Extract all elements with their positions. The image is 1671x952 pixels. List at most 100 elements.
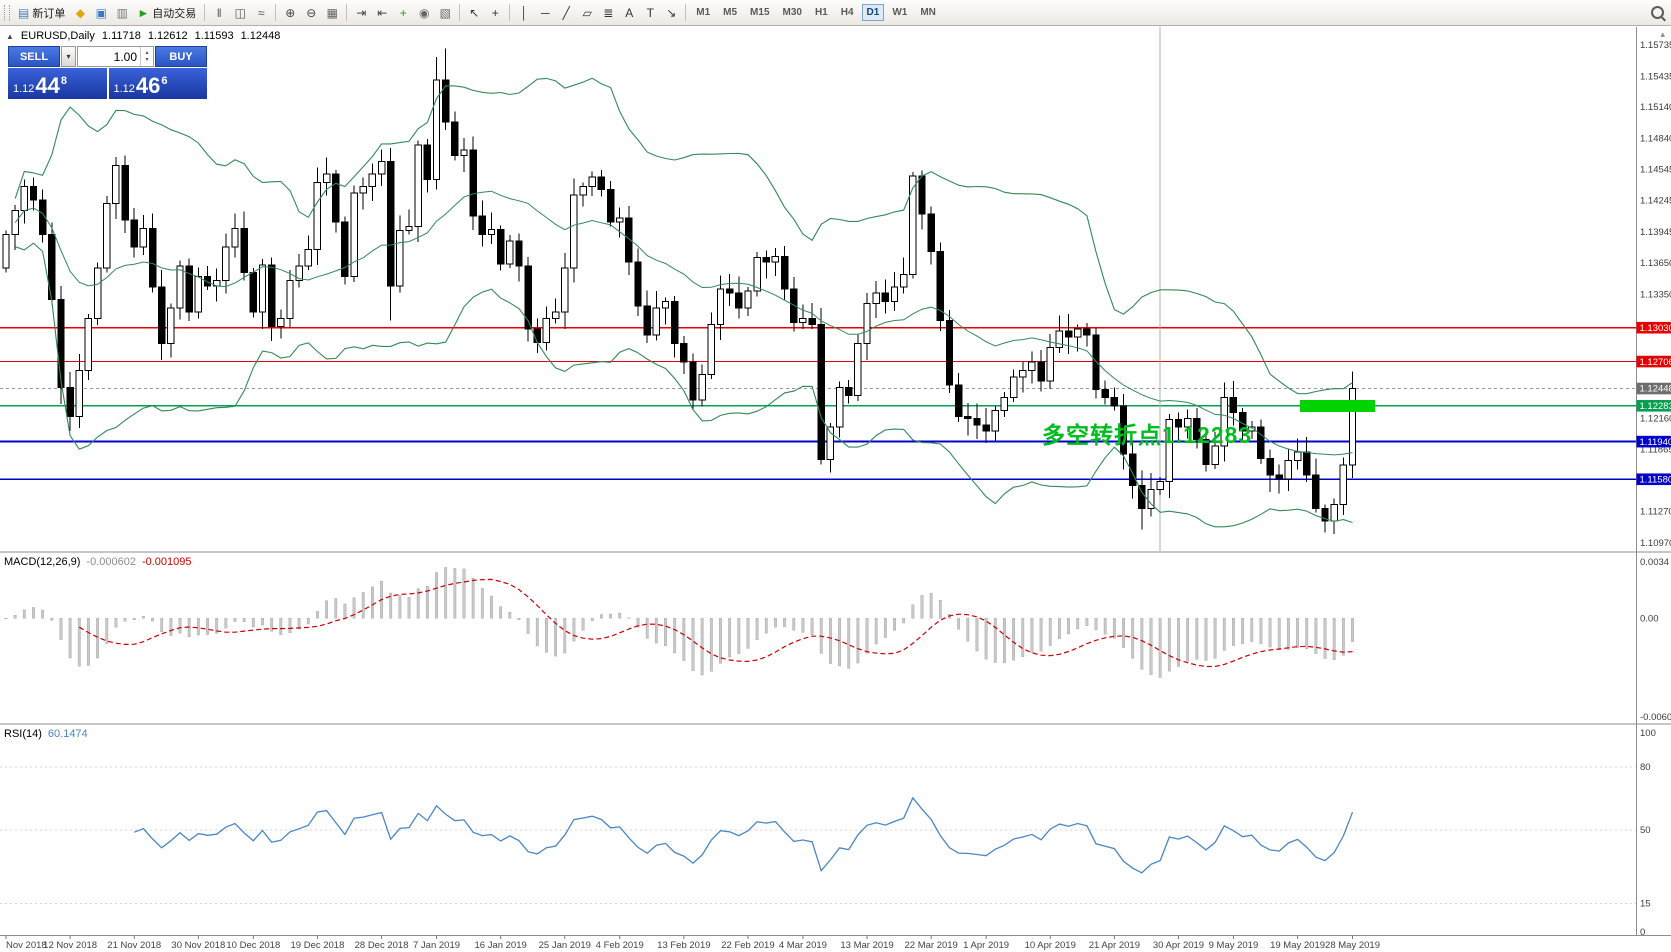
periods-icon: ◉ bbox=[418, 5, 430, 20]
svg-text:1.12283: 1.12283 bbox=[1640, 401, 1671, 412]
new-order-button[interactable]: ▤ 新订单 bbox=[14, 3, 69, 23]
vertical-line-icon[interactable]: │ bbox=[514, 3, 534, 23]
timeframe-M1[interactable]: M1 bbox=[696, 7, 711, 18]
timeframe-M5[interactable]: M5 bbox=[723, 7, 738, 18]
arrows-icon[interactable]: ↘ bbox=[661, 3, 681, 23]
rsi-layer bbox=[0, 766, 1636, 904]
line-chart-icon: ≈ bbox=[257, 5, 265, 20]
macd-label: MACD(12,26,9) -0.000602 -0.001095 bbox=[4, 556, 192, 568]
svg-text:1.13650: 1.13650 bbox=[1640, 258, 1671, 269]
svg-text:1.14840: 1.14840 bbox=[1640, 134, 1671, 145]
text-label-icon[interactable]: T bbox=[640, 3, 660, 23]
zoom-out-icon: ⊖ bbox=[306, 5, 317, 20]
tile-windows-icon[interactable]: ▦ bbox=[322, 3, 342, 23]
ohlc-close: 1.12448 bbox=[240, 30, 281, 42]
volume-field[interactable]: 1.00 ▴ ▾ bbox=[77, 46, 154, 67]
sell-price-button[interactable]: 1.12 44 8 bbox=[8, 68, 107, 99]
candlestick-chart-icon[interactable]: ◫ bbox=[230, 3, 250, 23]
caret-down-icon: ▾ bbox=[66, 52, 71, 61]
periods-icon[interactable]: ◉ bbox=[414, 3, 434, 23]
timeframe-H1[interactable]: H1 bbox=[814, 7, 828, 18]
timeframe-M30[interactable]: M30 bbox=[782, 7, 802, 18]
timeframe-D1[interactable]: D1 bbox=[861, 4, 885, 21]
order-type-dropdown[interactable]: ▾ bbox=[61, 46, 76, 67]
candles-layer bbox=[2, 48, 1357, 535]
svg-text:-0.006022: -0.006022 bbox=[1640, 712, 1671, 723]
annotation-text[interactable]: 多空转折点1.12283 bbox=[1042, 422, 1253, 448]
market-watch-icon[interactable]: ◆ bbox=[70, 3, 90, 23]
horizontal-line-icon[interactable]: ─ bbox=[535, 3, 555, 23]
one-click-toggle-icon[interactable]: ▲ bbox=[6, 31, 14, 41]
buy-button[interactable]: BUY bbox=[155, 46, 207, 67]
toolbar-separator bbox=[275, 4, 277, 21]
buy-price-button[interactable]: 1.12 46 6 bbox=[108, 68, 207, 99]
cursor-icon[interactable]: ↖ bbox=[464, 3, 484, 23]
svg-text:1.11580: 1.11580 bbox=[1640, 474, 1671, 485]
rsi-name: RSI(14) bbox=[4, 728, 42, 740]
svg-text:1.13945: 1.13945 bbox=[1640, 227, 1671, 238]
text-icon[interactable]: A bbox=[619, 3, 639, 23]
templates-icon: ▧ bbox=[439, 5, 451, 20]
zoom-in-icon[interactable]: ⊕ bbox=[280, 3, 300, 23]
sell-button[interactable]: SELL bbox=[8, 46, 60, 67]
zoom-out-icon[interactable]: ⊖ bbox=[301, 3, 321, 23]
chart-shift-icon[interactable]: ⇤ bbox=[372, 3, 392, 23]
spin-down-icon[interactable]: ▾ bbox=[145, 56, 149, 63]
crosshair-icon[interactable]: + bbox=[485, 3, 505, 23]
svg-text:100: 100 bbox=[1640, 728, 1656, 739]
trendline-icon[interactable]: ╱ bbox=[556, 3, 576, 23]
indicators-icon[interactable]: + bbox=[393, 3, 413, 23]
svg-text:10 Dec 2018: 10 Dec 2018 bbox=[226, 940, 280, 951]
svg-text:19 Dec 2018: 19 Dec 2018 bbox=[291, 940, 345, 951]
templates-icon[interactable]: ▧ bbox=[435, 3, 455, 23]
fibonacci-icon[interactable]: ≣ bbox=[598, 3, 618, 23]
line-chart-icon[interactable]: ≈ bbox=[251, 3, 271, 23]
svg-text:30 Nov 2018: 30 Nov 2018 bbox=[171, 940, 225, 951]
svg-text:4 Feb 2019: 4 Feb 2019 bbox=[596, 940, 644, 951]
timeframe-M15[interactable]: M15 bbox=[750, 7, 770, 18]
svg-text:25 Jan 2019: 25 Jan 2019 bbox=[539, 940, 591, 951]
timeframe-H4[interactable]: H4 bbox=[840, 7, 854, 18]
macd-scale[interactable]: 0.0034 0.00 -0.006022 bbox=[1640, 557, 1671, 723]
macd-value-main: -0.000602 bbox=[86, 556, 136, 568]
support-zone-box[interactable] bbox=[1300, 400, 1375, 412]
chart-window-icon[interactable]: ▣ bbox=[91, 3, 111, 23]
volume-stepper[interactable]: ▴ ▾ bbox=[140, 47, 153, 66]
macd-signal-line bbox=[78, 578, 1353, 668]
timeframe-W1[interactable]: W1 bbox=[892, 7, 908, 18]
spin-up-icon[interactable]: ▴ bbox=[145, 49, 149, 56]
price-badge-1.12283 bbox=[1636, 399, 1671, 412]
price-badge-1.11940 bbox=[1636, 435, 1671, 448]
autotrading-button[interactable]: ► 自动交易 bbox=[133, 3, 200, 23]
toolbar-grip[interactable] bbox=[4, 4, 10, 21]
svg-text:10 Apr 2019: 10 Apr 2019 bbox=[1025, 940, 1076, 951]
current-price-badge bbox=[1636, 382, 1671, 395]
bar-chart-icon[interactable]: ‖ bbox=[209, 3, 229, 23]
channel-icon[interactable]: ▱ bbox=[577, 3, 597, 23]
channel-icon: ▱ bbox=[582, 5, 592, 20]
svg-text:Nov 2018: Nov 2018 bbox=[6, 940, 47, 951]
horizontal-lines-layer[interactable] bbox=[0, 27, 1636, 551]
svg-text:1.15140: 1.15140 bbox=[1640, 102, 1671, 113]
data-window-icon[interactable]: ▥ bbox=[112, 3, 132, 23]
timeframe-MN[interactable]: MN bbox=[920, 7, 936, 18]
volume-value[interactable]: 1.00 bbox=[113, 49, 137, 64]
ohlc-low: 1.11593 bbox=[194, 30, 234, 42]
crosshair-icon: + bbox=[491, 5, 499, 20]
svg-text:1.15435: 1.15435 bbox=[1640, 71, 1671, 82]
svg-text:28 May 2019: 28 May 2019 bbox=[1325, 940, 1380, 951]
price-scale[interactable]: 1.15735 1.15435 1.15140 1.14840 1.14545 1.142… bbox=[1636, 40, 1671, 549]
text-icon: A bbox=[625, 5, 634, 20]
horizontal-line-icon: ─ bbox=[540, 5, 550, 20]
search-button[interactable] bbox=[1647, 3, 1668, 23]
sell-price-pip: 8 bbox=[60, 75, 68, 87]
scroll-to-end-icon[interactable]: ▴ bbox=[1660, 29, 1665, 39]
text-label-icon: T bbox=[646, 5, 654, 20]
toolbar-separator bbox=[459, 4, 461, 21]
rsi-scale[interactable]: 100 80 50 15 0 bbox=[1640, 728, 1656, 938]
auto-scroll-icon[interactable]: ⇥ bbox=[351, 3, 371, 23]
price-badge-1.12706 bbox=[1636, 355, 1671, 368]
ohlc-open: 1.11718 bbox=[101, 30, 141, 42]
